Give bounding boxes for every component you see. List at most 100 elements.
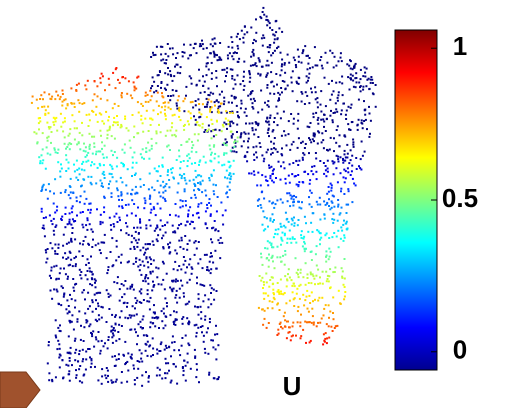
point [304, 45, 306, 47]
point [328, 186, 330, 188]
point [227, 57, 229, 59]
point [72, 192, 74, 194]
point [135, 215, 137, 217]
point [76, 169, 78, 171]
point [331, 218, 333, 220]
point [345, 118, 347, 120]
point [75, 369, 77, 371]
point [268, 259, 270, 261]
point [318, 132, 320, 134]
point [348, 162, 350, 164]
point [89, 223, 91, 225]
point [358, 82, 360, 84]
point [148, 243, 150, 245]
point [332, 312, 334, 314]
point [257, 111, 259, 113]
point [214, 101, 216, 103]
point [216, 54, 218, 56]
point [300, 272, 302, 274]
point [148, 188, 150, 190]
point [210, 213, 212, 215]
point [189, 157, 191, 159]
point [127, 168, 129, 170]
point [155, 130, 157, 132]
point [61, 216, 63, 218]
point [116, 240, 118, 242]
point [346, 221, 348, 223]
point [219, 257, 221, 259]
point [283, 161, 285, 163]
point [248, 133, 250, 135]
point [288, 175, 290, 177]
point [162, 225, 164, 227]
point [143, 334, 145, 336]
point [227, 120, 229, 122]
point [294, 222, 296, 224]
point [305, 91, 307, 93]
point [315, 253, 317, 255]
point [64, 117, 66, 119]
point [284, 264, 286, 266]
point [89, 348, 91, 350]
point [231, 75, 233, 77]
point [243, 42, 245, 44]
point [226, 152, 228, 154]
point [162, 181, 164, 183]
point [58, 278, 60, 280]
point [268, 266, 270, 268]
point [346, 212, 348, 214]
point [161, 106, 163, 108]
point [100, 221, 102, 223]
point [166, 146, 168, 148]
point [331, 236, 333, 238]
point [295, 196, 297, 198]
point [167, 67, 169, 69]
point [205, 65, 207, 67]
point [271, 257, 273, 259]
point [82, 349, 84, 351]
point [274, 267, 276, 269]
point [134, 248, 136, 250]
point [204, 190, 206, 192]
point [322, 283, 324, 285]
point [260, 184, 262, 186]
point [325, 332, 327, 334]
point [148, 130, 150, 132]
point [124, 116, 126, 118]
point [137, 266, 139, 268]
point [372, 92, 374, 94]
point [223, 152, 225, 154]
point [147, 261, 149, 263]
point [212, 38, 214, 40]
point [97, 95, 99, 97]
point [254, 64, 256, 66]
point [327, 278, 329, 280]
point [99, 130, 101, 132]
point [80, 277, 82, 279]
point [350, 159, 352, 161]
point [112, 332, 114, 334]
point [321, 297, 323, 299]
point [360, 69, 362, 71]
point [333, 137, 335, 139]
point [162, 235, 164, 237]
point [121, 254, 123, 256]
point [39, 98, 41, 100]
point [89, 148, 91, 150]
point [300, 335, 302, 337]
point [319, 160, 321, 162]
point [364, 66, 366, 68]
point [293, 201, 295, 203]
point [269, 117, 271, 119]
point [291, 196, 293, 198]
point [128, 204, 130, 206]
point [143, 158, 145, 160]
point [204, 81, 206, 83]
point [333, 90, 335, 92]
point [85, 236, 87, 238]
point [281, 31, 283, 33]
point [188, 111, 190, 113]
point [256, 156, 258, 158]
point [309, 302, 311, 304]
point [131, 286, 133, 288]
